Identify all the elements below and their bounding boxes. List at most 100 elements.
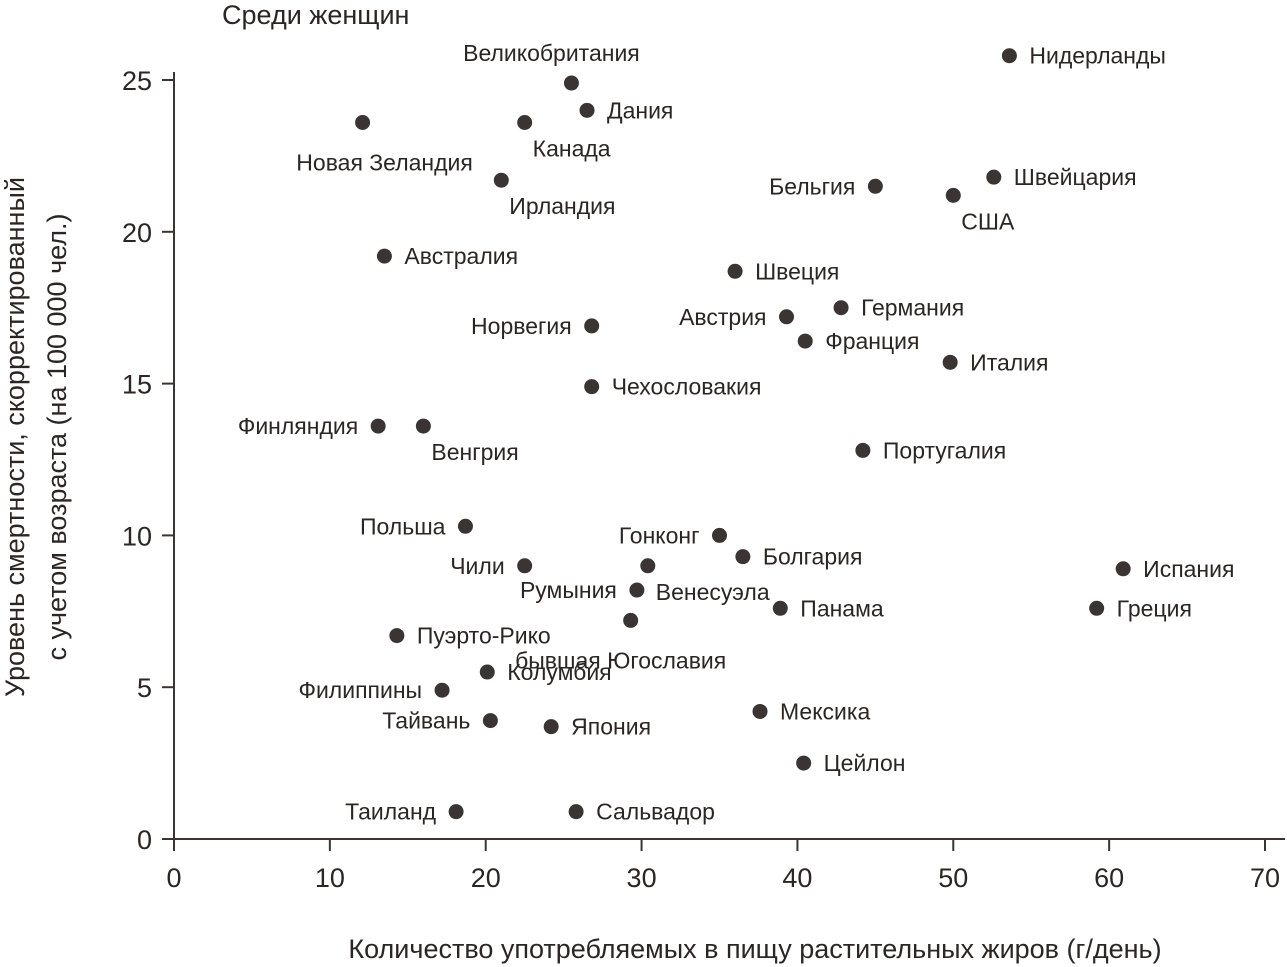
point-label: Гонконг — [619, 522, 700, 548]
point-label: Австралия — [404, 243, 518, 269]
data-point — [482, 713, 498, 729]
y-axis-title-line-2: с учетом возраста (на 100 000 чел.) — [42, 213, 72, 660]
y-tick-label: 20 — [122, 218, 152, 248]
data-point — [986, 169, 1002, 185]
data-point — [457, 518, 473, 534]
x-tick-label: 0 — [166, 863, 181, 893]
data-point — [584, 318, 600, 334]
point-label: Цейлон — [824, 750, 906, 776]
point-label: Германия — [861, 295, 964, 321]
data-point — [579, 102, 595, 118]
data-point — [833, 300, 849, 316]
data-point — [945, 187, 961, 203]
data-point — [479, 664, 495, 680]
data-point — [493, 172, 509, 188]
axes: 0 10 20 30 40 50 60 70 0 5 10 15 20 25 — [122, 66, 1285, 893]
point-label: Швейцария — [1014, 164, 1137, 190]
data-point — [543, 719, 559, 735]
data-point — [517, 558, 533, 574]
point-label: Ирландия — [509, 193, 615, 219]
point-label: Мексика — [780, 698, 870, 724]
point-label: Португалия — [883, 437, 1006, 463]
y-axis-title: Уровень смертности, скорректированный с … — [0, 177, 72, 697]
point-label: Венесуэла — [656, 579, 770, 605]
x-tick-label: 20 — [471, 863, 501, 893]
point-label: Тайвань — [382, 708, 470, 734]
x-tick-label: 10 — [315, 863, 345, 893]
data-point — [797, 333, 813, 349]
point-label: Норвегия — [471, 313, 572, 339]
point-label: Польша — [360, 513, 446, 539]
data-point — [355, 115, 371, 131]
data-point — [735, 549, 751, 565]
data-point — [855, 442, 871, 458]
data-point — [568, 804, 584, 820]
x-axis-title: Количество употребляемых в пищу растител… — [348, 934, 1161, 964]
data-point — [448, 804, 464, 820]
point-label: Бельгия — [769, 173, 855, 199]
point-label: Таиланд — [345, 799, 437, 825]
point-label: Япония — [571, 714, 651, 740]
data-point — [640, 558, 656, 574]
data-point — [867, 178, 883, 194]
data-point — [1115, 561, 1131, 577]
y-tick-label: 0 — [137, 825, 152, 855]
point-label: Швеция — [755, 258, 839, 284]
point-label: Новая Зеландия — [296, 150, 473, 176]
point-label: Испания — [1143, 556, 1234, 582]
point-label: Сальвадор — [596, 799, 715, 825]
data-point — [376, 248, 392, 264]
point-label: Филиппины — [298, 677, 422, 703]
point-label: Пуэрто-Рико — [417, 623, 551, 649]
point-label: США — [961, 208, 1015, 234]
point-label: Австрия — [679, 304, 766, 330]
x-tick-label: 70 — [1250, 863, 1280, 893]
point-label: бывшая Югославия — [515, 647, 726, 673]
data-point — [1001, 48, 1017, 64]
point-label: Франция — [825, 328, 919, 354]
data-point — [779, 309, 795, 325]
y-tick-label: 25 — [122, 66, 152, 96]
chart-title: Среди женщин — [222, 0, 409, 30]
point-label: Нидерланды — [1029, 43, 1166, 69]
point-label: Панама — [800, 595, 884, 621]
point-label: Болгария — [763, 544, 863, 570]
x-tick-label: 50 — [938, 863, 968, 893]
point-label: Колумбия — [507, 659, 611, 685]
data-point — [752, 703, 768, 719]
data-point — [712, 527, 727, 543]
point-label: Чили — [450, 553, 504, 579]
x-tick-label: 60 — [1094, 863, 1124, 893]
point-label: Венгрия — [431, 439, 518, 465]
x-tick-label: 30 — [627, 863, 657, 893]
point-label: Великобритания — [463, 40, 640, 66]
data-point — [727, 263, 743, 279]
data-point — [584, 379, 600, 395]
data-point — [623, 612, 639, 628]
data-point — [1089, 600, 1105, 616]
data-point — [415, 418, 431, 434]
y-tick-label: 15 — [122, 370, 152, 400]
point-label: Дания — [607, 97, 673, 123]
data-point — [563, 75, 579, 91]
x-tick-label: 40 — [782, 863, 812, 893]
y-axis-title-line-1: Уровень смертности, скорректированный — [0, 177, 30, 697]
point-label: Канада — [533, 136, 611, 162]
point-label: Румыния — [520, 577, 617, 603]
point-label: Финляндия — [238, 413, 358, 439]
point-label: Чехословакия — [612, 374, 762, 400]
point-label: Греция — [1117, 595, 1192, 621]
data-point — [629, 582, 645, 598]
data-point — [772, 600, 788, 616]
data-point — [389, 628, 405, 644]
y-tick-label: 5 — [137, 673, 152, 703]
data-points: Нидерланды Великобритания Дания Новая Зелан… — [238, 40, 1235, 825]
data-point — [370, 418, 386, 434]
data-point — [434, 682, 450, 698]
data-point — [517, 115, 533, 131]
y-tick-label: 10 — [122, 521, 152, 551]
data-point — [942, 354, 958, 370]
point-label: Италия — [970, 349, 1048, 375]
data-point — [796, 755, 812, 771]
